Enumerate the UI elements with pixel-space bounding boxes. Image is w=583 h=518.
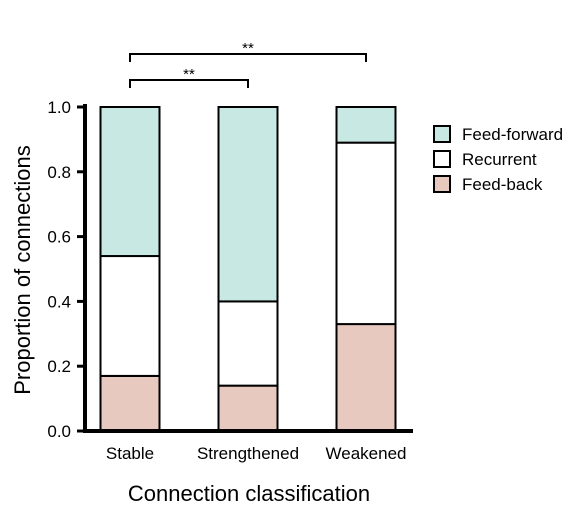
legend-label: Recurrent	[462, 150, 537, 169]
x-labels-group: Stable Strengthened Weakened	[106, 444, 407, 463]
bar-stable-recurrent	[99, 255, 161, 377]
significance-bracket	[129, 79, 249, 88]
bar-weakened-feed-back	[335, 323, 397, 432]
bar-weakened-feed-forward	[335, 106, 397, 144]
y-tick-label: 0.2	[47, 357, 71, 376]
y-tick-label: 0.8	[47, 163, 71, 182]
significance-bracket	[129, 53, 367, 62]
bar-strengthened-recurrent	[217, 300, 279, 387]
legend-label: Feed-forward	[462, 125, 563, 144]
x-axis-title: Connection classification	[128, 481, 370, 506]
bar-stable-feed-forward	[99, 106, 161, 258]
bars-group	[99, 106, 397, 433]
significance-label: **	[183, 66, 195, 83]
bar-stable-feed-back	[99, 374, 161, 433]
y-tick-label: 0.4	[47, 292, 71, 311]
legend-swatch-feed-forward	[433, 125, 451, 143]
bar-strengthened-feed-forward	[217, 106, 279, 303]
y-tick-label: 0.6	[47, 228, 71, 247]
legend: Feed-forward Recurrent Feed-back	[433, 125, 563, 194]
significance-brackets: ** **	[129, 40, 367, 88]
x-tick-label: Weakened	[326, 444, 407, 463]
y-tick-label: 0.0	[47, 422, 71, 441]
x-tick-label: Stable	[106, 444, 154, 463]
y-axis-title: Proportion of connections	[10, 145, 35, 395]
legend-swatch-feed-back	[433, 175, 451, 193]
y-ticks-group: 0.0 0.2 0.4 0.6 0.8 1.0	[47, 98, 85, 441]
legend-label: Feed-back	[462, 175, 543, 194]
x-tick-label: Strengthened	[197, 444, 299, 463]
legend-swatch-recurrent	[433, 150, 451, 168]
bar-weakened-recurrent	[335, 141, 397, 326]
significance-label: **	[242, 40, 254, 57]
bar-strengthened-feed-back	[217, 384, 279, 433]
axes-group	[83, 104, 413, 433]
y-tick-label: 1.0	[47, 98, 71, 117]
